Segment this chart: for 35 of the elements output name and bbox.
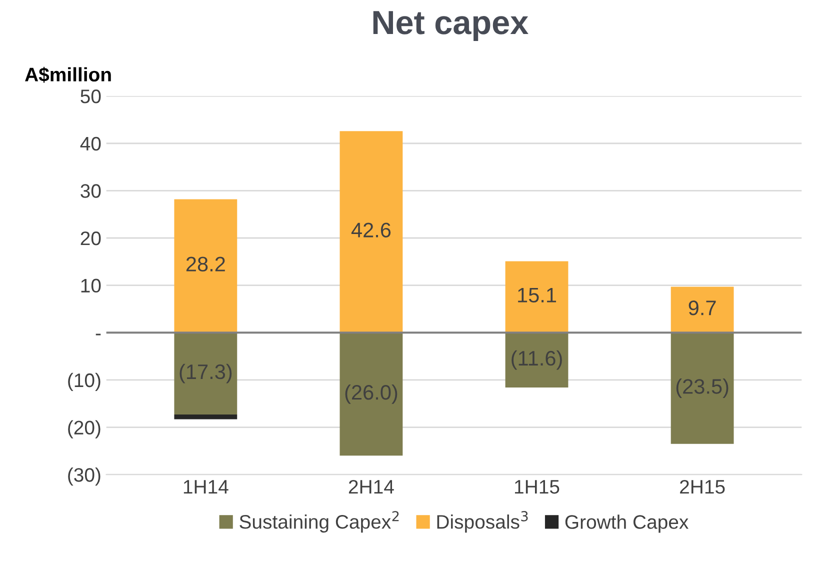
y-axis-title: A$million: [25, 66, 111, 83]
y-tick-label: -: [96, 334, 101, 336]
legend-label: Sustaining Capex$^{2}$: [240, 511, 399, 533]
bar: [505, 261, 568, 333]
data-label: (26.0): [345, 384, 398, 404]
data-label: (17.3): [180, 364, 232, 384]
y-tick-label: (30): [68, 468, 100, 486]
data-label: (23.5): [676, 378, 728, 398]
x-tick-label: 1H15: [515, 480, 560, 494]
legend-label: Disposals$^{3}$: [437, 511, 528, 533]
y-tick-label: 10: [81, 278, 101, 293]
data-label: 15.1: [518, 288, 556, 303]
data-label: 28.2: [186, 256, 225, 272]
y-tick-label: 50: [80, 90, 101, 104]
bar: [340, 332, 403, 456]
legend-label: Growth Capex: [565, 514, 688, 533]
bar: [174, 414, 238, 420]
data-label: 42.6: [351, 222, 391, 238]
y-tick-label: 40: [80, 136, 101, 151]
bar: [670, 286, 734, 333]
y-tick-label: (10): [68, 372, 100, 392]
y-tick-label: 30: [80, 184, 101, 198]
bar: [505, 332, 568, 388]
chart-title: Net capex: [373, 11, 528, 41]
data-label: (11.6): [512, 350, 562, 370]
bar: [670, 332, 734, 444]
x-tick-label: 1H14: [184, 480, 228, 494]
bar: [174, 199, 238, 333]
data-label: 9.7: [688, 300, 716, 316]
x-tick-label: 2H15: [680, 480, 725, 494]
bar: [174, 332, 238, 415]
y-tick-label: 20: [80, 231, 101, 246]
x-tick-label: 2H14: [348, 480, 394, 494]
bar: [340, 131, 403, 333]
y-tick-label: (20): [68, 420, 100, 438]
